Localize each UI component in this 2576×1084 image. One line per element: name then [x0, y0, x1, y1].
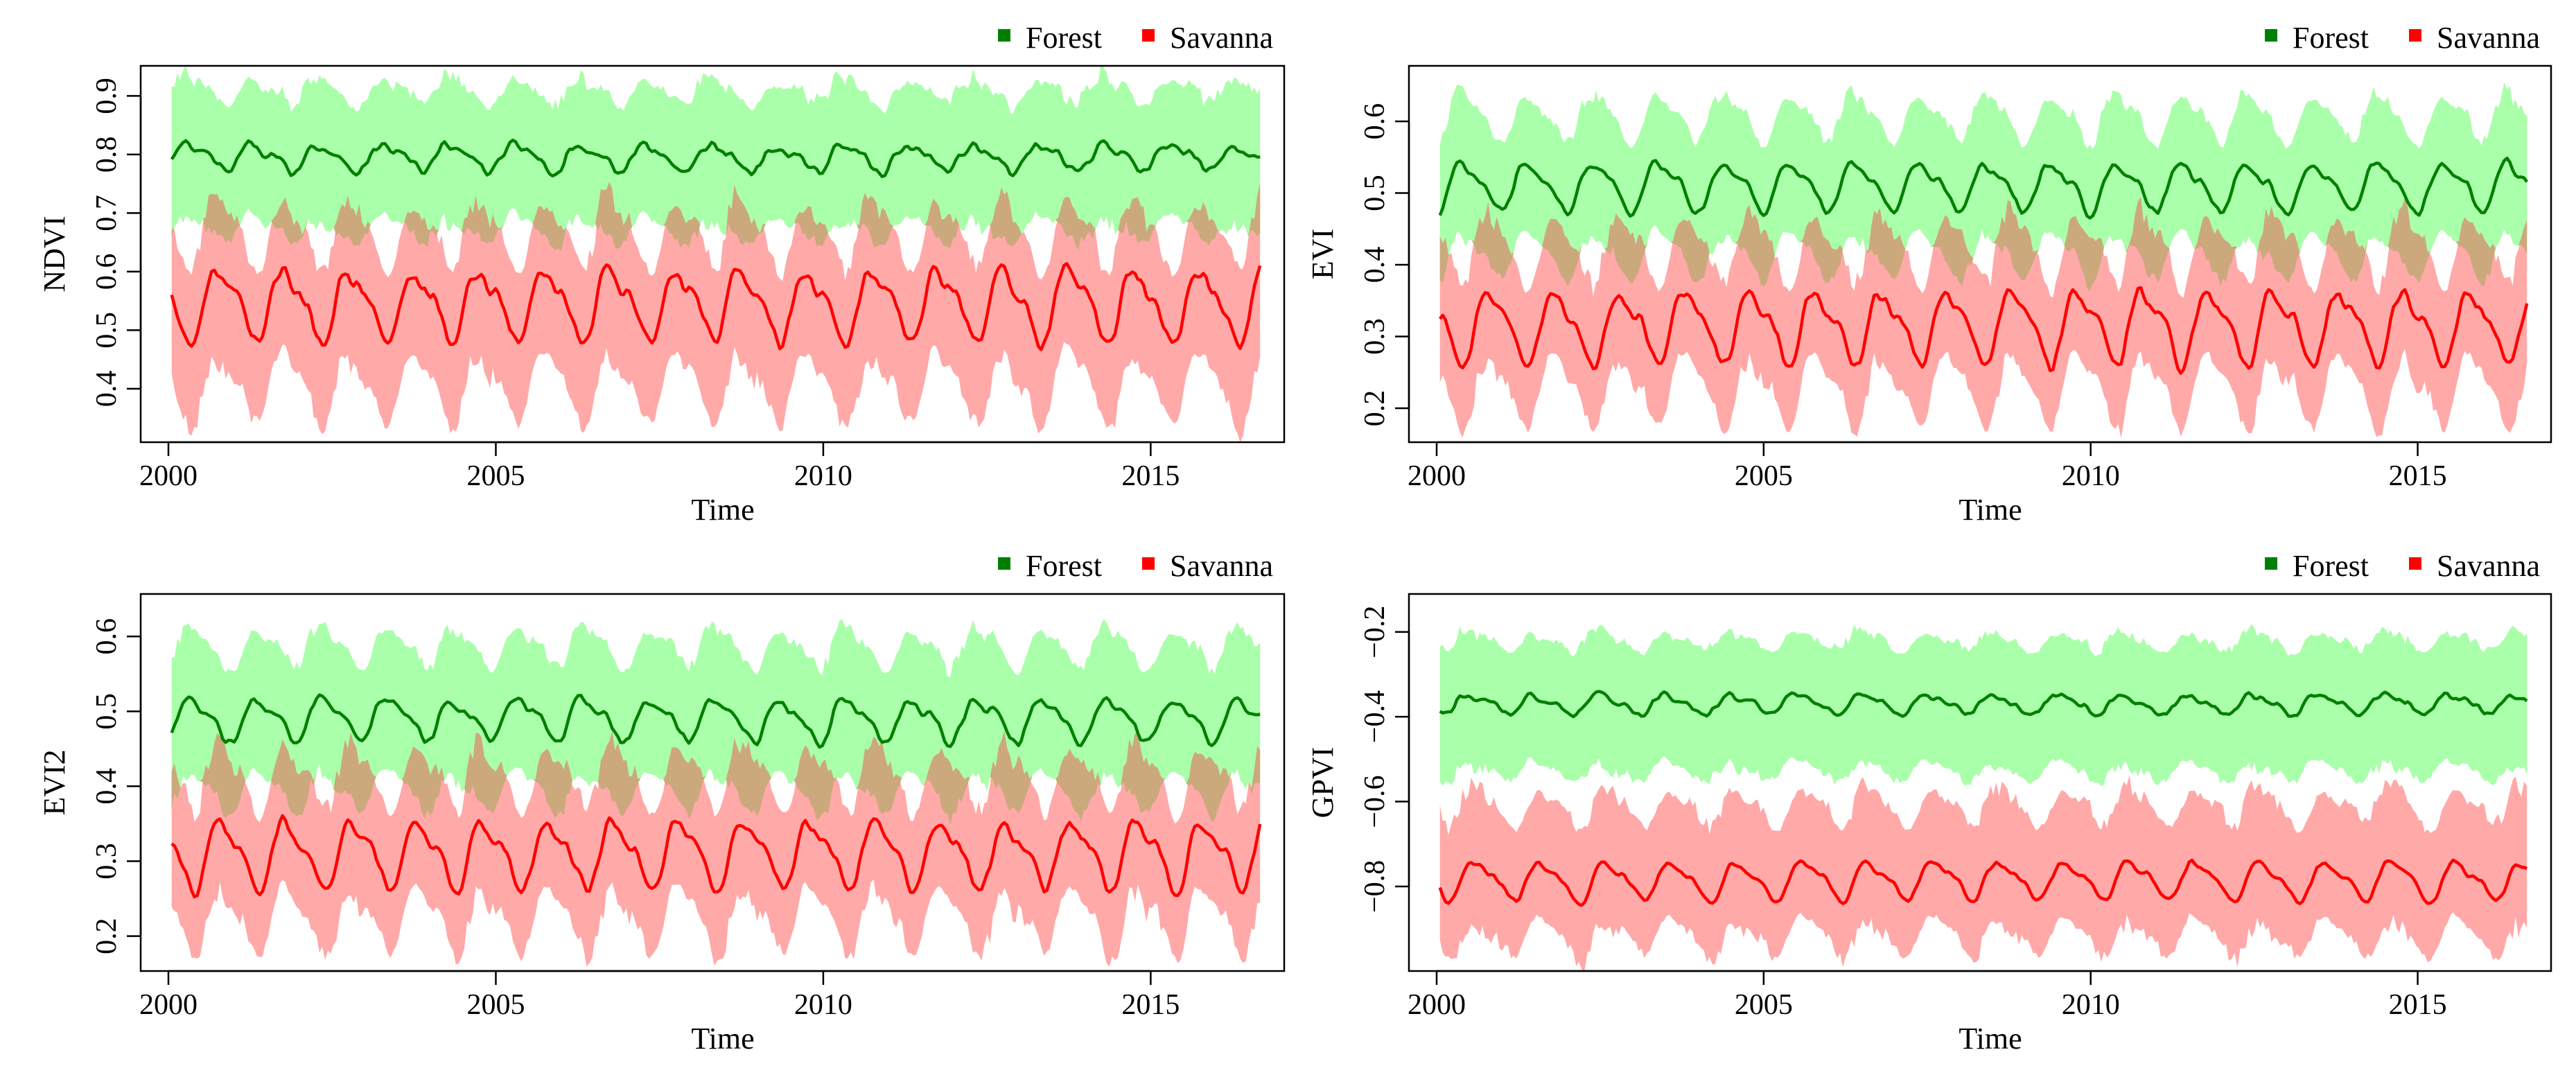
legend: Forest Savanna	[998, 549, 1273, 583]
savanna-mean-line	[1438, 286, 2529, 375]
y-tick-label: 0.7	[91, 195, 123, 231]
legend-label-forest: Forest	[1026, 549, 1102, 583]
y-tick-label: 0.5	[91, 693, 123, 730]
forest-mean-line	[1438, 157, 2529, 220]
x-axis-label: Time	[691, 493, 754, 527]
legend-swatch-savanna	[2409, 29, 2421, 42]
y-axis-label: EVI2	[37, 749, 71, 815]
savanna-range-band	[171, 731, 1261, 967]
x-tick-label: 2000	[139, 989, 198, 1021]
x-tick-label: 2015	[2389, 460, 2447, 492]
forest-mean-line	[170, 139, 1261, 179]
x-tick-label: 2005	[1735, 989, 1793, 1021]
x-tick-label: 2015	[1121, 989, 1180, 1021]
y-tick-label: 0.3	[91, 843, 123, 880]
savanna-range-band	[1439, 775, 2527, 970]
x-tick-label: 2000	[1408, 460, 1466, 492]
y-axis: 0.2 0.3 0.4 0.5 0.6 EVI2	[37, 618, 142, 954]
x-tick-label: 2005	[466, 460, 525, 492]
y-tick-label: 0.3	[1359, 318, 1391, 355]
y-tick-label: 0.4	[91, 371, 123, 408]
legend-label-savanna: Savanna	[2437, 21, 2540, 55]
x-axis-label: Time	[1959, 1022, 2022, 1056]
plot-area	[170, 619, 1262, 967]
savanna-range-band	[171, 182, 1261, 442]
y-tick-label: 0.5	[1359, 175, 1391, 211]
legend-swatch-savanna	[2409, 557, 2421, 570]
legend: Forest Savanna	[2265, 21, 2540, 55]
y-tick-label: 0.6	[1359, 103, 1391, 140]
x-axis: 2000 2005 2010 2015 Time	[1408, 970, 2447, 1056]
x-tick-label: 2005	[466, 989, 525, 1021]
legend-swatch-savanna	[1142, 557, 1155, 570]
y-tick-label: 0.4	[1359, 247, 1391, 283]
legend-label-savanna: Savanna	[2437, 549, 2540, 583]
x-axis: 2000 2005 2010 2015 Time	[1408, 441, 2447, 527]
forest-mean-line	[170, 693, 1261, 749]
plot-area	[170, 66, 1262, 442]
y-axis: −0.8 −0.6 −0.4 −0.2 GPVI	[1306, 606, 1410, 913]
legend-label-forest: Forest	[2293, 549, 2369, 583]
y-axis: 0.4 0.5 0.6 0.7 0.8 0.9 NDVI	[37, 78, 142, 408]
panel-evi2: 2000 2005 2010 2015 Time 0.2 0.3 0.4 0.5 0.6 EVI2 F…	[37, 549, 1286, 1056]
x-axis-label: Time	[691, 1022, 754, 1056]
y-tick-label: 0.2	[1359, 390, 1391, 427]
forest-range-band	[171, 66, 1261, 252]
y-tick-label: 0.5	[91, 312, 123, 349]
legend: Forest Savanna	[998, 21, 1273, 55]
x-tick-label: 2010	[2062, 989, 2120, 1021]
y-tick-label: 0.2	[91, 918, 123, 954]
y-tick-label: 0.4	[91, 768, 123, 805]
x-axis: 2000 2005 2010 2015 Time	[139, 970, 1180, 1056]
legend-swatch-savanna	[1142, 29, 1155, 42]
y-tick-label: −0.2	[1359, 606, 1391, 658]
x-tick-label: 2010	[794, 460, 852, 492]
x-tick-label: 2015	[2389, 989, 2447, 1021]
y-tick-label: −0.8	[1359, 860, 1391, 913]
panel-evi: 2000 2005 2010 2015 Time 0.2 0.3 0.4 0.5 0.6 EVI Fo…	[1306, 21, 2552, 527]
forest-range-band	[171, 619, 1261, 825]
y-axis-label: EVI	[1306, 229, 1340, 279]
x-tick-label: 2000	[139, 460, 198, 492]
y-axis: 0.2 0.3 0.4 0.5 0.6 EVI	[1306, 103, 1410, 427]
y-tick-label: 0.9	[91, 78, 123, 114]
legend-label-forest: Forest	[2293, 21, 2369, 55]
savanna-mean-line	[170, 262, 1262, 351]
x-tick-label: 2010	[794, 989, 852, 1021]
legend: Forest Savanna	[2265, 549, 2540, 583]
y-tick-label: −0.6	[1359, 775, 1391, 828]
x-tick-label: 2015	[1121, 460, 1180, 492]
legend-label-savanna: Savanna	[1170, 549, 1273, 583]
forest-range-band	[1439, 624, 2527, 787]
y-tick-label: 0.6	[91, 618, 123, 655]
legend-label-forest: Forest	[1026, 21, 1102, 55]
legend-swatch-forest	[2265, 29, 2277, 42]
plot-area	[1438, 82, 2529, 438]
legend-swatch-forest	[998, 557, 1010, 570]
x-tick-label: 2010	[2062, 460, 2120, 492]
savanna-range-band	[1439, 197, 2527, 438]
x-axis-label: Time	[1959, 493, 2022, 527]
panel-gpvi: 2000 2005 2010 2015 Time −0.8 −0.6 −0.4 −0.2 GPVI…	[1306, 549, 2552, 1056]
legend-swatch-forest	[2265, 557, 2277, 570]
forest-range-band	[1439, 82, 2527, 292]
plot-area	[1438, 624, 2528, 970]
forest-mean-line	[1439, 690, 2528, 719]
panel-ndvi: 2000 2005 2010 2015 Time 0.4 0.5 0.6 0.7 0.8 0.9 ND…	[37, 21, 1286, 527]
y-tick-label: 0.6	[91, 254, 123, 290]
x-tick-label: 2005	[1735, 460, 1793, 492]
y-tick-label: 0.8	[91, 137, 123, 173]
y-axis-label: NDVI	[37, 216, 71, 292]
x-axis: 2000 2005 2010 2015 Time	[139, 441, 1180, 527]
x-tick-label: 2000	[1408, 989, 1466, 1021]
legend-label-savanna: Savanna	[1170, 21, 1273, 55]
savanna-mean-line	[1438, 858, 2528, 907]
legend-swatch-forest	[998, 29, 1010, 42]
savanna-mean-line	[170, 814, 1262, 899]
y-tick-label: −0.4	[1359, 690, 1391, 743]
y-axis-label: GPVI	[1306, 747, 1340, 819]
